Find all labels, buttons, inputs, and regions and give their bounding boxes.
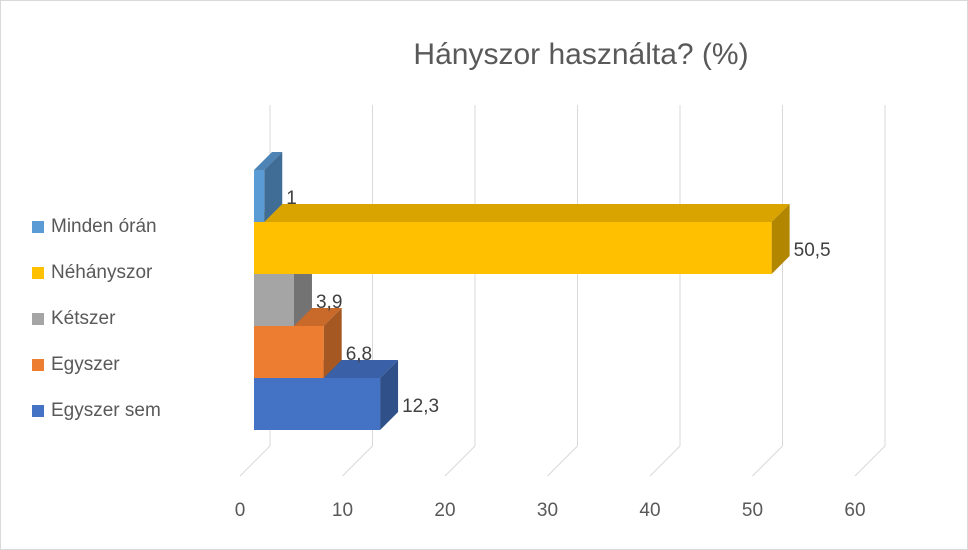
- gridline-floor: [854, 445, 886, 477]
- bar: [254, 222, 772, 274]
- x-tick-label: 10: [332, 500, 353, 521]
- legend-swatch: [32, 313, 44, 325]
- legend-item: Kétszer: [32, 296, 161, 342]
- legend-item: Egyszer: [32, 342, 161, 388]
- gridline-floor: [342, 445, 373, 477]
- bar-side-face: [771, 204, 790, 274]
- gridline-floor: [752, 445, 783, 477]
- gridline-floor: [239, 445, 271, 477]
- x-tick-label: 50: [742, 500, 763, 521]
- chart-title: Hányszor használta? (%): [413, 38, 749, 71]
- bar: [254, 170, 265, 222]
- x-tick-label: 20: [434, 500, 455, 521]
- x-tick-label: 0: [235, 500, 246, 521]
- bar: [254, 378, 381, 430]
- data-label: 1: [286, 188, 297, 209]
- legend-label: Egyszer: [51, 354, 120, 375]
- legend-swatch: [32, 221, 44, 233]
- legend-label: Néhányszor: [51, 262, 153, 283]
- legend-swatch: [32, 405, 44, 417]
- x-tick-label: 60: [844, 500, 865, 521]
- bar: [254, 326, 324, 378]
- x-tick-label: 40: [639, 500, 660, 521]
- gridline-floor: [547, 445, 578, 477]
- bar-side-face: [264, 152, 283, 222]
- x-tick-label: 30: [537, 500, 558, 521]
- legend-item: Egyszer sem: [32, 388, 161, 434]
- data-label: 50,5: [794, 240, 831, 261]
- legend-swatch: [32, 267, 44, 279]
- bar: [254, 274, 294, 326]
- legend-label: Minden órán: [51, 216, 157, 237]
- legend-swatch: [32, 359, 44, 371]
- data-label: 3,9: [316, 292, 342, 313]
- bar-top-face: [254, 152, 283, 170]
- legend: Minden órán Néhányszor Kétszer Egyszer Egysz…: [32, 204, 161, 434]
- bar-4: [254, 152, 283, 222]
- legend-label: Kétszer: [51, 308, 116, 329]
- bar-side-face: [380, 360, 399, 430]
- data-label: 6,8: [346, 344, 372, 365]
- legend-item: Néhányszor: [32, 250, 161, 296]
- legend-item: Minden órán: [32, 204, 161, 250]
- bar-side-face: [323, 308, 342, 378]
- gridline-floor: [649, 445, 681, 477]
- legend-label: Egyszer sem: [51, 400, 161, 421]
- data-label: 12,3: [402, 396, 439, 417]
- bar-top-face: [254, 204, 790, 222]
- bar-3: [254, 204, 790, 274]
- gridline-floor: [444, 445, 476, 477]
